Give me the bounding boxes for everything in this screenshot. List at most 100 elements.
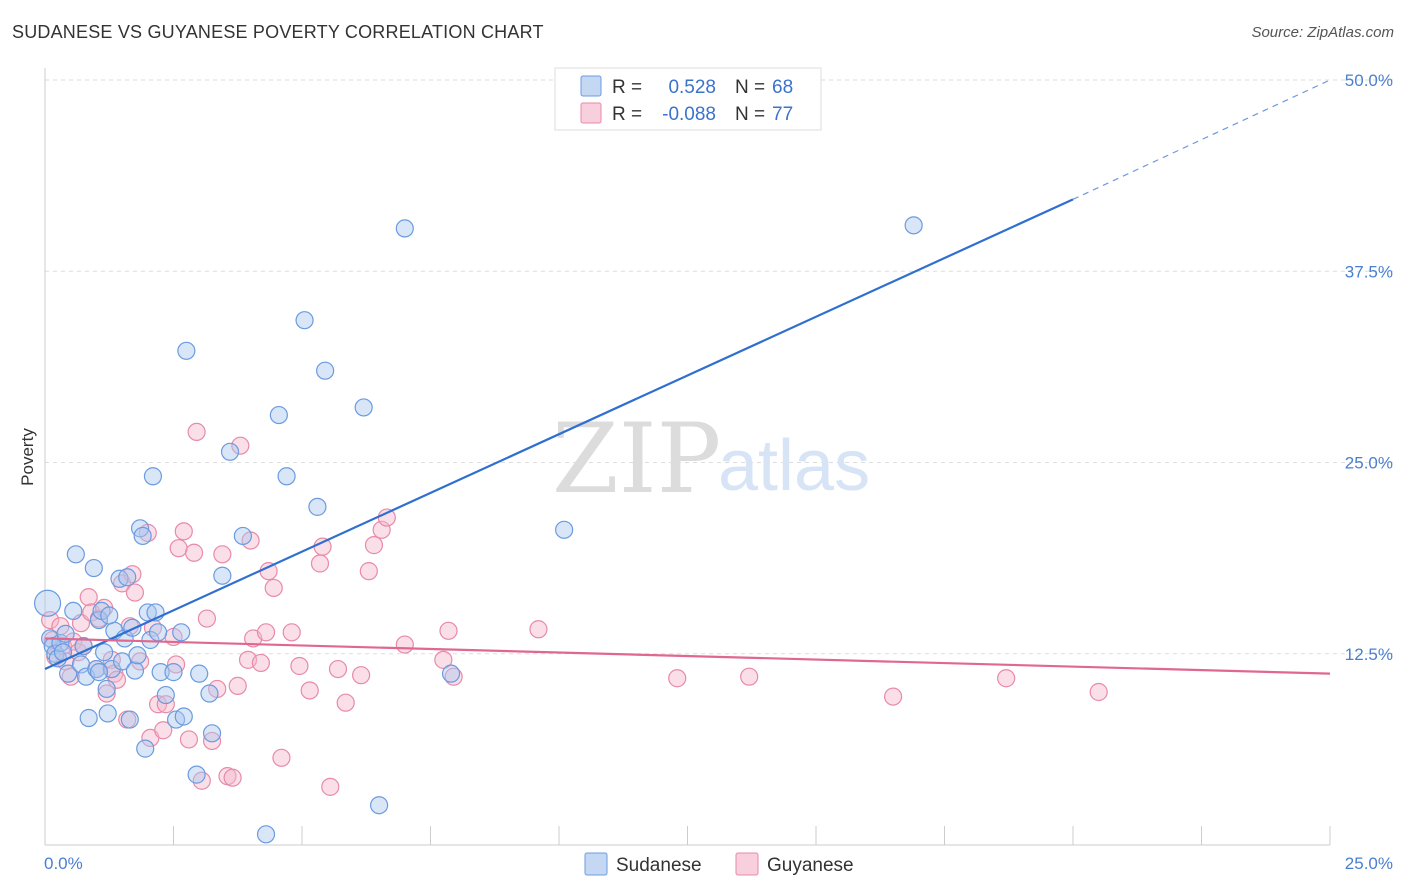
sudanese-trend-extension	[1072, 79, 1331, 200]
sudanese-point-32	[133, 526, 152, 546]
guyanese-point-64	[352, 666, 371, 685]
guyanese-point-34	[169, 539, 188, 558]
sudanese-point-43	[174, 707, 193, 726]
guyanese-point-66	[364, 536, 384, 555]
guyanese-point-30	[154, 721, 173, 740]
sudanese-point-36	[143, 467, 163, 486]
sudanese-point-48	[202, 724, 222, 743]
guyanese-point-41	[202, 731, 222, 751]
sudanese-point-61	[441, 664, 461, 683]
guyanese-point-54	[264, 578, 283, 598]
legend-r-label-2: R =	[612, 104, 642, 125]
sudanese-point-40	[164, 663, 183, 682]
guyanese-point-43	[213, 545, 232, 564]
guyanese-point-46	[228, 676, 247, 695]
guyanese-point-61	[321, 777, 340, 796]
sudanese-point-45	[187, 765, 206, 784]
y-axis-label: Poverty	[18, 428, 37, 486]
sudanese-point-44	[177, 341, 196, 360]
guyanese-point-58	[300, 681, 319, 700]
sudanese-point-46	[190, 664, 209, 683]
guyanese-point-69	[395, 635, 414, 654]
guyanese-trend-line	[44, 637, 1331, 675]
guyanese-point-24	[125, 583, 145, 602]
sudanese-point-54	[277, 467, 296, 486]
sudanese-points	[33, 216, 923, 844]
sudanese-point-29	[125, 661, 145, 680]
guyanese-point-11	[79, 588, 98, 607]
sudanese-point-14	[84, 558, 103, 578]
guyanese-point-55	[272, 748, 291, 767]
guyanese-point-57	[290, 656, 309, 676]
bottom-swatch-guyanese	[735, 852, 759, 876]
guyanese-point-71	[439, 621, 458, 640]
sudanese-point-39	[151, 663, 170, 682]
guyanese-point-68	[377, 508, 396, 527]
legend-n-label-1: N =	[735, 77, 765, 98]
guyanese-point-38	[187, 422, 206, 441]
legend-r-value-2: -0.088	[662, 104, 716, 125]
sudanese-point-26	[118, 568, 137, 587]
sudanese-point-59	[370, 796, 389, 815]
guyanese-point-73	[529, 620, 548, 639]
sudanese-point-50	[220, 442, 240, 461]
y-tick-label-2: 37.5%	[1345, 262, 1393, 281]
sudanese-point-57	[316, 361, 335, 380]
sudanese-point-62	[555, 520, 574, 539]
guyanese-point-35	[174, 522, 193, 541]
sudanese-point-23	[110, 569, 129, 588]
sudanese-point-13	[79, 708, 98, 728]
watermark-zip: ZIP	[552, 403, 721, 515]
sudanese-point-49	[213, 566, 232, 585]
sudanese-point-38	[148, 623, 168, 642]
sudanese-point-65	[100, 606, 119, 625]
legend-n-value-2: 77	[772, 104, 793, 125]
x-tick-label-min: 0.0%	[44, 854, 83, 873]
bottom-swatch-sudanese	[584, 852, 608, 876]
sudanese-point-67	[89, 663, 109, 682]
y-tick-labels: 12.5% 25.0% 37.5% 50.0%	[1345, 71, 1393, 664]
sudanese-point-20	[98, 704, 117, 723]
sudanese-point-53	[269, 405, 288, 425]
guyanese-point-74	[668, 669, 687, 688]
legend-r-label-1: R =	[612, 77, 642, 98]
sudanese-trend-line	[44, 198, 1074, 671]
sudanese-point-33	[136, 739, 155, 758]
grid-lines	[45, 79, 1395, 655]
sudanese-point-52	[256, 825, 276, 844]
sudanese-point-47	[200, 684, 219, 703]
guyanese-point-37	[184, 543, 204, 562]
sudanese-point-27	[120, 710, 139, 729]
y-tick-label-1: 25.0%	[1345, 454, 1393, 473]
y-tick-label-0: 12.5%	[1345, 645, 1393, 664]
guyanese-point-19	[107, 670, 127, 689]
guyanese-point-6	[61, 667, 80, 686]
sudanese-point-63	[904, 216, 923, 235]
guyanese-point-59	[310, 554, 330, 573]
bottom-legend-guyanese: Guyanese	[767, 855, 854, 876]
sudanese-point-56	[308, 497, 327, 516]
sudanese-point-51	[233, 526, 252, 546]
sudanese-point-42	[172, 623, 191, 642]
legend-swatch-sudanese	[580, 75, 602, 97]
guyanese-point-62	[328, 659, 348, 679]
legend-r-value-1: 0.528	[668, 77, 716, 98]
guyanese-point-72	[444, 667, 463, 686]
watermark-atlas: atlas	[718, 426, 870, 506]
legend-n-value-1: 68	[772, 77, 793, 98]
x-tick-label-max: 25.0%	[1345, 854, 1393, 873]
sudanese-point-8	[64, 601, 83, 621]
sudanese-point-30	[128, 646, 147, 665]
guyanese-point-45	[223, 768, 242, 787]
sudanese-point-60	[395, 219, 414, 238]
legend-n-label-2: N =	[735, 104, 765, 125]
guyanese-point-76	[883, 687, 903, 706]
guyanese-point-63	[336, 693, 355, 712]
sudanese-point-18	[95, 643, 114, 662]
legend-bottom: Sudanese Guyanese	[584, 852, 854, 876]
sudanese-point-19	[97, 679, 116, 699]
sudanese-point-58	[354, 398, 373, 417]
sudanese-point-15	[87, 659, 106, 679]
guyanese-point-65	[359, 562, 378, 581]
